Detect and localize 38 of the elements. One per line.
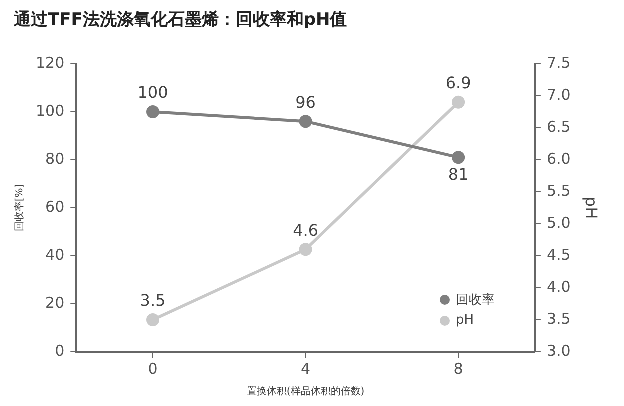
y2-tick-label: 3.5 xyxy=(546,310,571,328)
y2-tick-label: 7.0 xyxy=(546,86,571,104)
point xyxy=(146,106,160,118)
point xyxy=(299,115,312,128)
y-tick-label: 60 xyxy=(46,198,65,216)
point xyxy=(452,96,466,109)
y-tick-label: 120 xyxy=(36,54,65,72)
y-tick-label: 40 xyxy=(46,246,65,264)
data-label: 96 xyxy=(296,92,316,112)
data-label: 6.9 xyxy=(446,74,472,93)
y2-tick-label: 4.0 xyxy=(546,278,571,296)
y-tick-label: 20 xyxy=(46,294,65,312)
y-tick-label: 100 xyxy=(36,102,65,120)
data-label: 3.5 xyxy=(140,291,166,310)
y2-tick-label: 6.0 xyxy=(546,150,571,168)
y2-tick-label: 6.5 xyxy=(546,118,571,136)
point xyxy=(299,243,312,256)
data-label: 100 xyxy=(138,83,168,102)
x-axis-title: 置换体积(样品体积的倍数) xyxy=(246,386,365,398)
y-tick-label: 0 xyxy=(55,342,65,360)
x-tick-label: 4 xyxy=(301,360,311,378)
x-tick-label: 8 xyxy=(454,360,464,378)
x-tick-label: 0 xyxy=(148,360,158,378)
y2-tick-label: 5.0 xyxy=(546,214,571,232)
legend-label: 回收率 xyxy=(456,292,495,309)
y-axis-title: 回收率[%] xyxy=(14,184,26,232)
data-label: 4.6 xyxy=(293,220,319,240)
y2-tick-label: 3.0 xyxy=(546,342,571,360)
y2-tick-label: 7.5 xyxy=(546,54,571,72)
point xyxy=(146,314,160,326)
y2-tick-label: 4.5 xyxy=(546,246,571,264)
y2-axis-title: pH xyxy=(582,196,602,220)
chart-title: 通过TFF法洗涤氧化石墨烯：回收率和pH值 xyxy=(14,9,348,31)
point xyxy=(452,151,466,164)
legend-label: pH xyxy=(456,313,474,328)
y2-tick-label: 5.5 xyxy=(546,182,571,200)
data-label: 81 xyxy=(448,164,469,184)
y-tick-label: 80 xyxy=(46,150,65,168)
